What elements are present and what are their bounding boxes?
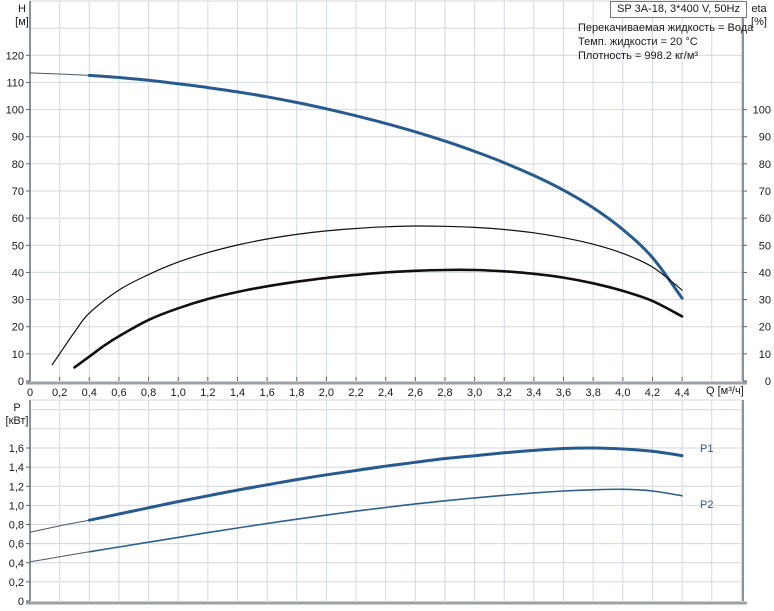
y-left-tick-label: 110 xyxy=(6,77,24,89)
y-left-tick-label: 30 xyxy=(12,295,24,307)
p-axis-symbol: P xyxy=(13,402,21,414)
x-tick-label: 1,6 xyxy=(259,387,274,399)
y-left-tick-label: 90 xyxy=(12,132,24,144)
y-left-tick-label: 120 xyxy=(6,50,24,62)
condition-temperature: Темп. жидкости = 20 °C xyxy=(578,36,698,48)
y-left-tick-label: 20 xyxy=(12,322,24,334)
x-tick-label: 2,8 xyxy=(437,387,452,399)
liquid-conditions: Перекачиваемая жидкость = Вода Темп. жид… xyxy=(578,21,753,63)
x-tick-label: 1,4 xyxy=(230,387,245,399)
q-axis-unit: Q [м³/ч] xyxy=(706,385,744,397)
y-left-tick-label: 0 xyxy=(18,376,24,388)
x-tick-label: 1,2 xyxy=(200,387,215,399)
y-left-tick-label: 0,2 xyxy=(9,577,24,589)
x-tick-label: 3,0 xyxy=(467,387,482,399)
condition-liquid: Перекачиваемая жидкость = Вода xyxy=(578,22,754,34)
x-tick-label: 0,2 xyxy=(52,387,67,399)
x-tick-label: 0,4 xyxy=(82,387,97,399)
y-left-tick-label: 0,8 xyxy=(9,520,24,532)
eta-pump-curve xyxy=(51,225,683,366)
y-right-tick-label: 70 xyxy=(759,186,771,198)
pump-title-box: SP 3A-18, 3*400 V, 50Hz xyxy=(610,1,747,18)
y-left-tick-label: 1,6 xyxy=(9,443,24,455)
x-tick-label: 3,4 xyxy=(526,387,541,399)
y-left-tick-label: 70 xyxy=(12,186,24,198)
y-left-tick-label: 1,2 xyxy=(9,481,24,493)
y-right-tick-label: 10 xyxy=(759,349,771,361)
x-tick-label: 3,6 xyxy=(556,387,571,399)
y-right-tick-label: 100 xyxy=(753,105,771,117)
y-right-tick-label: 60 xyxy=(759,213,771,225)
head-curve xyxy=(87,73,684,300)
x-tick-label: 3,2 xyxy=(497,387,512,399)
eta-total-curve xyxy=(73,268,684,369)
eta-axis-symbol: eta xyxy=(751,3,767,15)
y-left-tick-label: 50 xyxy=(12,240,24,252)
head-curve-tail xyxy=(29,72,90,76)
h-axis-title: H [м] xyxy=(6,3,38,29)
x-tick-label: 0 xyxy=(27,387,33,399)
x-tick-label: 4,4 xyxy=(674,387,689,399)
condition-density: Плотность = 998.2 кг/м³ xyxy=(578,50,699,62)
p1-curve xyxy=(87,446,684,522)
p1-series-label: P1 xyxy=(700,443,714,455)
x-tick-label: 3,8 xyxy=(586,387,601,399)
y-left-tick-label: 80 xyxy=(12,159,24,171)
y-left-tick-label: 1,0 xyxy=(9,500,24,512)
y-left-tick-label: 0,6 xyxy=(9,539,24,551)
y-right-tick-label: 80 xyxy=(759,159,771,171)
eta-axis-unit: [%] xyxy=(751,16,767,28)
y-left-tick-label: 60 xyxy=(12,213,24,225)
p2-curve xyxy=(88,488,683,553)
y-left-tick-label: 40 xyxy=(12,267,24,279)
x-tick-label: 4,0 xyxy=(615,387,630,399)
x-tick-label: 2,4 xyxy=(378,387,393,399)
p-axis-title: P [кВт] xyxy=(0,402,34,428)
y-left-tick-label: 10 xyxy=(12,349,24,361)
y-right-tick-label: 30 xyxy=(759,295,771,307)
y-left-tick-label: 1,4 xyxy=(9,462,24,474)
x-tick-label: 2,0 xyxy=(319,387,334,399)
x-tick-label: 2,2 xyxy=(348,387,363,399)
y-left-tick-label: 100 xyxy=(6,105,24,117)
x-tick-label: 0,8 xyxy=(141,387,156,399)
y-right-tick-label: 90 xyxy=(759,132,771,144)
y-left-tick-label: 0,4 xyxy=(9,558,24,570)
h-axis-symbol: H xyxy=(18,3,26,15)
y-right-tick-label: 20 xyxy=(759,322,771,334)
x-tick-label: 2,6 xyxy=(408,387,423,399)
y-right-tick-label: 50 xyxy=(759,240,771,252)
p2-curve-tail xyxy=(29,551,90,563)
eta-axis-title: eta [%] xyxy=(745,3,773,29)
p1-curve-tail xyxy=(29,519,90,533)
h-axis-unit: [м] xyxy=(15,16,29,28)
p-axis-unit: [кВт] xyxy=(5,415,29,427)
y-right-tick-label: 40 xyxy=(759,267,771,279)
x-tick-label: 4,2 xyxy=(645,387,660,399)
y-left-tick-label: 0 xyxy=(18,596,24,608)
x-tick-label: 1,0 xyxy=(171,387,186,399)
x-tick-label: 0,6 xyxy=(111,387,126,399)
y-right-tick-label: 0 xyxy=(765,376,771,388)
x-tick-label: 1,8 xyxy=(289,387,304,399)
p2-series-label: P2 xyxy=(700,499,714,511)
